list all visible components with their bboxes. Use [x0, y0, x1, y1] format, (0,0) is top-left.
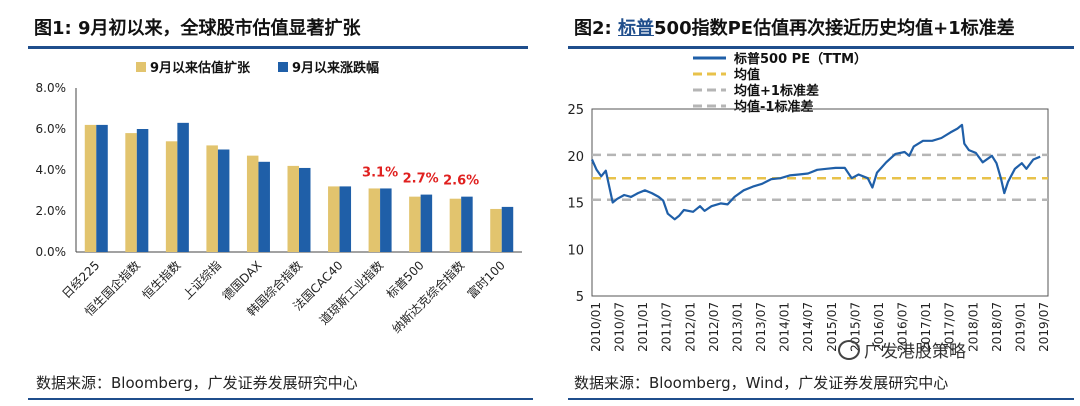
y-tick-label: 15 — [567, 197, 584, 212]
figure-1: 图1: 9月初以来，全球股市估值显著扩张 9月以来估值扩张 9月以来涨跌幅 0.0%… — [0, 0, 535, 406]
x-tick-label: 2016/07 — [896, 302, 910, 352]
bar-annotation: 2.7% — [403, 172, 439, 187]
bar-valuation — [409, 196, 421, 252]
x-tick-label: 上证综指 — [179, 258, 224, 303]
figure-2-footer-rule — [568, 398, 1074, 400]
figure-1-title-bar: 图1: 9月初以来，全球股市估值显著扩张 — [28, 8, 528, 49]
figure-1-title-text: 9月初以来，全球股市估值显著扩张 — [78, 18, 361, 39]
bar-return — [177, 122, 189, 252]
bar-legend: 9月以来估值扩张 9月以来涨跌幅 — [136, 60, 379, 76]
figure-2-title-bar: 图2: 标普500指数PE估值再次接近历史均值+1标准差 — [568, 8, 1074, 49]
bar-valuation — [246, 155, 259, 252]
y-tick-label: 25 — [567, 103, 584, 118]
bar-valuation — [165, 141, 178, 252]
y-tick-label: 10 — [567, 243, 584, 258]
x-tick-label: 2017/01 — [919, 302, 933, 352]
y-tick-label: 20 — [567, 150, 584, 165]
y-tick-label: 6.0% — [36, 122, 67, 136]
figure-2: 图2: 标普500指数PE估值再次接近历史均值+1标准差 标普500 PE（TT… — [548, 0, 1080, 406]
figure-2-title-prefix: 图2: — [574, 18, 612, 39]
bar-return — [299, 167, 311, 252]
bar-return — [420, 194, 433, 252]
watermark-text: 广发港股策略 — [864, 342, 966, 362]
bar-return — [501, 206, 514, 252]
figure-2-title-link[interactable]: 标普 — [618, 18, 655, 39]
x-tick-label: 2013/07 — [754, 302, 768, 352]
x-tick-label: 2010/01 — [589, 302, 603, 352]
bar-chart: 9月以来估值扩张 9月以来涨跌幅0.0%2.0%4.0%6.0%8.0%日经225… — [36, 60, 522, 336]
x-tick-label: 2012/01 — [683, 302, 697, 352]
x-tick-label: 2017/07 — [943, 302, 957, 352]
bar-valuation — [206, 145, 218, 252]
bar-annotation: 3.1% — [362, 165, 398, 180]
figure-1-source: 数据来源：Bloomberg，广发证券发展研究中心 — [36, 374, 358, 392]
x-tick-label: 2015/07 — [848, 302, 862, 352]
bar-valuation — [287, 165, 299, 252]
bar-return — [136, 129, 149, 252]
y-tick-label: 2.0% — [36, 204, 67, 218]
y-tick-label: 8.0% — [36, 81, 67, 95]
x-tick-label: 2019/01 — [1013, 302, 1027, 352]
legend-swatch-1 — [136, 62, 146, 72]
legend-label-4: 均值-1标准差 — [734, 99, 813, 115]
x-tick-label: 2010/07 — [613, 302, 627, 352]
legend-label-1: 9月以来估值扩张 — [150, 60, 251, 76]
x-tick-label: 2013/01 — [730, 302, 744, 352]
x-tick-label: 2016/01 — [872, 302, 886, 352]
figure-2-title: 图2: 标普500指数PE估值再次接近历史均值+1标准差 — [574, 14, 1015, 40]
wechat-icon — [838, 340, 860, 360]
legend-label-3: 均值+1标准差 — [734, 83, 819, 99]
bar-return — [96, 124, 108, 252]
figure-1-title: 图1: 9月初以来，全球股市估值显著扩张 — [34, 14, 361, 40]
bar-annotation: 2.6% — [443, 174, 479, 189]
figure-1-footer-rule — [28, 398, 533, 400]
legend-swatch-2 — [278, 62, 288, 72]
bar-valuation — [490, 208, 502, 252]
pe-series-line — [590, 123, 1041, 221]
plot-frame — [591, 108, 1049, 297]
bar-return — [258, 161, 270, 252]
figure-2-source: 数据来源：Bloomberg，Wind，广发证券发展研究中心 — [574, 374, 949, 392]
bar-return — [217, 149, 230, 252]
x-tick-label: 2011/07 — [660, 302, 674, 352]
bar-return — [380, 188, 392, 252]
x-tick-label: 富时100 — [464, 258, 508, 302]
figure-1-title-prefix: 图1: — [34, 18, 72, 39]
x-tick-label: 2011/01 — [636, 302, 650, 352]
watermark: 广发港股策略 — [838, 337, 966, 362]
legend-label-2: 9月以来涨跌幅 — [292, 60, 379, 76]
bar-valuation — [84, 124, 97, 252]
x-tick-label: 2019/07 — [1037, 302, 1051, 352]
bar-valuation — [328, 186, 340, 252]
bar-valuation — [449, 198, 462, 252]
figure-2-title-text: 500指数PE估值再次接近历史均值+1标准差 — [654, 18, 1015, 39]
x-tick-label: 2015/01 — [825, 302, 839, 352]
x-tick-label: 恒生指数 — [139, 258, 184, 303]
bar-valuation — [125, 133, 137, 252]
legend-label-1: 标普500 PE（TTM） — [733, 52, 867, 67]
legend-label-2: 均值 — [734, 67, 760, 83]
y-tick-label: 0.0% — [36, 245, 67, 259]
x-tick-label: 2012/07 — [707, 302, 721, 352]
x-tick-label: 2018/07 — [990, 302, 1004, 352]
x-tick-label: 2014/07 — [801, 302, 815, 352]
bar-return — [339, 186, 352, 252]
bar-valuation — [368, 188, 381, 252]
y-tick-label: 5 — [576, 290, 584, 305]
bar-return — [461, 196, 473, 252]
x-tick-label: 2014/01 — [778, 302, 792, 352]
y-tick-label: 4.0% — [36, 163, 67, 177]
x-tick-label: 纳斯达克综合指数 — [389, 258, 467, 336]
x-tick-label: 2018/01 — [966, 302, 980, 352]
